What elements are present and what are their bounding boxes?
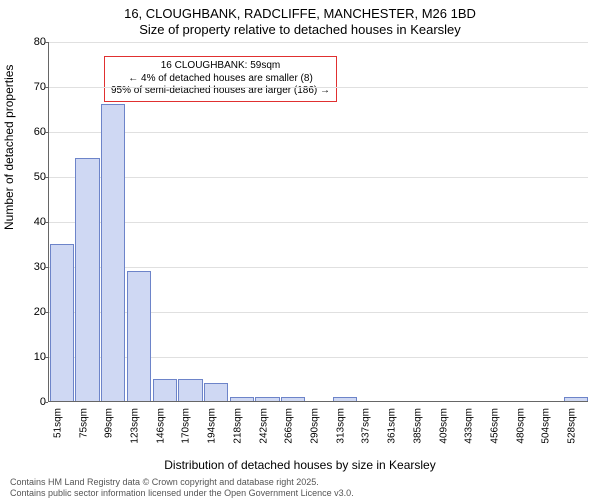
- bar: [204, 383, 228, 401]
- x-tick-label: 409sqm: [438, 408, 449, 444]
- footer-line: Contains HM Land Registry data © Crown c…: [10, 477, 590, 487]
- x-tick-label: 433sqm: [464, 408, 475, 444]
- y-tick-mark: [44, 312, 48, 313]
- y-tick-label: 70: [26, 81, 46, 93]
- bar: [153, 379, 177, 402]
- bar: [178, 379, 202, 402]
- x-tick-label: 313sqm: [335, 408, 346, 444]
- y-tick-mark: [44, 132, 48, 133]
- footer-line: Contains public sector information licen…: [10, 488, 590, 498]
- bar: [75, 158, 99, 401]
- bar: [101, 104, 125, 401]
- x-tick-label: 385sqm: [412, 408, 423, 444]
- y-tick-label: 40: [26, 216, 46, 228]
- bar: [127, 271, 151, 402]
- y-tick-mark: [44, 267, 48, 268]
- y-tick-label: 0: [26, 396, 46, 408]
- y-tick-mark: [44, 87, 48, 88]
- x-tick-label: 290sqm: [310, 408, 321, 444]
- x-tick-label: 456sqm: [490, 408, 501, 444]
- x-axis-label: Distribution of detached houses by size …: [0, 458, 600, 472]
- y-axis-label: Number of detached properties: [2, 65, 16, 230]
- chart-title-line1: 16, CLOUGHBANK, RADCLIFFE, MANCHESTER, M…: [0, 6, 600, 21]
- x-tick-label: 337sqm: [361, 408, 372, 444]
- annotation-line: ← 4% of detached houses are smaller (8): [111, 73, 330, 86]
- y-tick-mark: [44, 222, 48, 223]
- gridline: [49, 87, 588, 88]
- y-tick-label: 60: [26, 126, 46, 138]
- bar: [564, 397, 588, 402]
- annotation-box: 16 CLOUGHBANK: 59sqm ← 4% of detached ho…: [104, 56, 337, 102]
- bar: [333, 397, 357, 402]
- y-tick-label: 80: [26, 36, 46, 48]
- footer-attribution: Contains HM Land Registry data © Crown c…: [10, 477, 590, 498]
- x-tick-label: 146sqm: [155, 408, 166, 444]
- gridline: [49, 177, 588, 178]
- bar: [255, 397, 279, 402]
- x-tick-label: 218sqm: [232, 408, 243, 444]
- gridline: [49, 222, 588, 223]
- gridline: [49, 267, 588, 268]
- gridline: [49, 42, 588, 43]
- x-tick-label: 99sqm: [104, 408, 115, 438]
- x-tick-label: 123sqm: [130, 408, 141, 444]
- x-tick-label: 266sqm: [284, 408, 295, 444]
- y-tick-mark: [44, 402, 48, 403]
- x-tick-label: 480sqm: [515, 408, 526, 444]
- chart-container: 16, CLOUGHBANK, RADCLIFFE, MANCHESTER, M…: [0, 0, 600, 500]
- y-tick-label: 10: [26, 351, 46, 363]
- annotation-line: 16 CLOUGHBANK: 59sqm: [111, 60, 330, 73]
- x-tick-label: 51sqm: [52, 408, 63, 438]
- y-tick-label: 30: [26, 261, 46, 273]
- x-tick-label: 504sqm: [541, 408, 552, 444]
- x-tick-label: 170sqm: [181, 408, 192, 444]
- gridline: [49, 132, 588, 133]
- y-tick-label: 20: [26, 306, 46, 318]
- y-tick-mark: [44, 177, 48, 178]
- bar: [230, 397, 254, 402]
- x-tick-label: 361sqm: [387, 408, 398, 444]
- y-tick-mark: [44, 357, 48, 358]
- y-tick-label: 50: [26, 171, 46, 183]
- x-tick-label: 75sqm: [78, 408, 89, 438]
- x-tick-label: 194sqm: [207, 408, 218, 444]
- bar: [50, 244, 74, 402]
- chart-title-line2: Size of property relative to detached ho…: [0, 22, 600, 37]
- x-tick-label: 242sqm: [258, 408, 269, 444]
- y-tick-mark: [44, 42, 48, 43]
- bar: [281, 397, 305, 402]
- plot-area: 16 CLOUGHBANK: 59sqm ← 4% of detached ho…: [48, 42, 588, 402]
- x-tick-label: 528sqm: [567, 408, 578, 444]
